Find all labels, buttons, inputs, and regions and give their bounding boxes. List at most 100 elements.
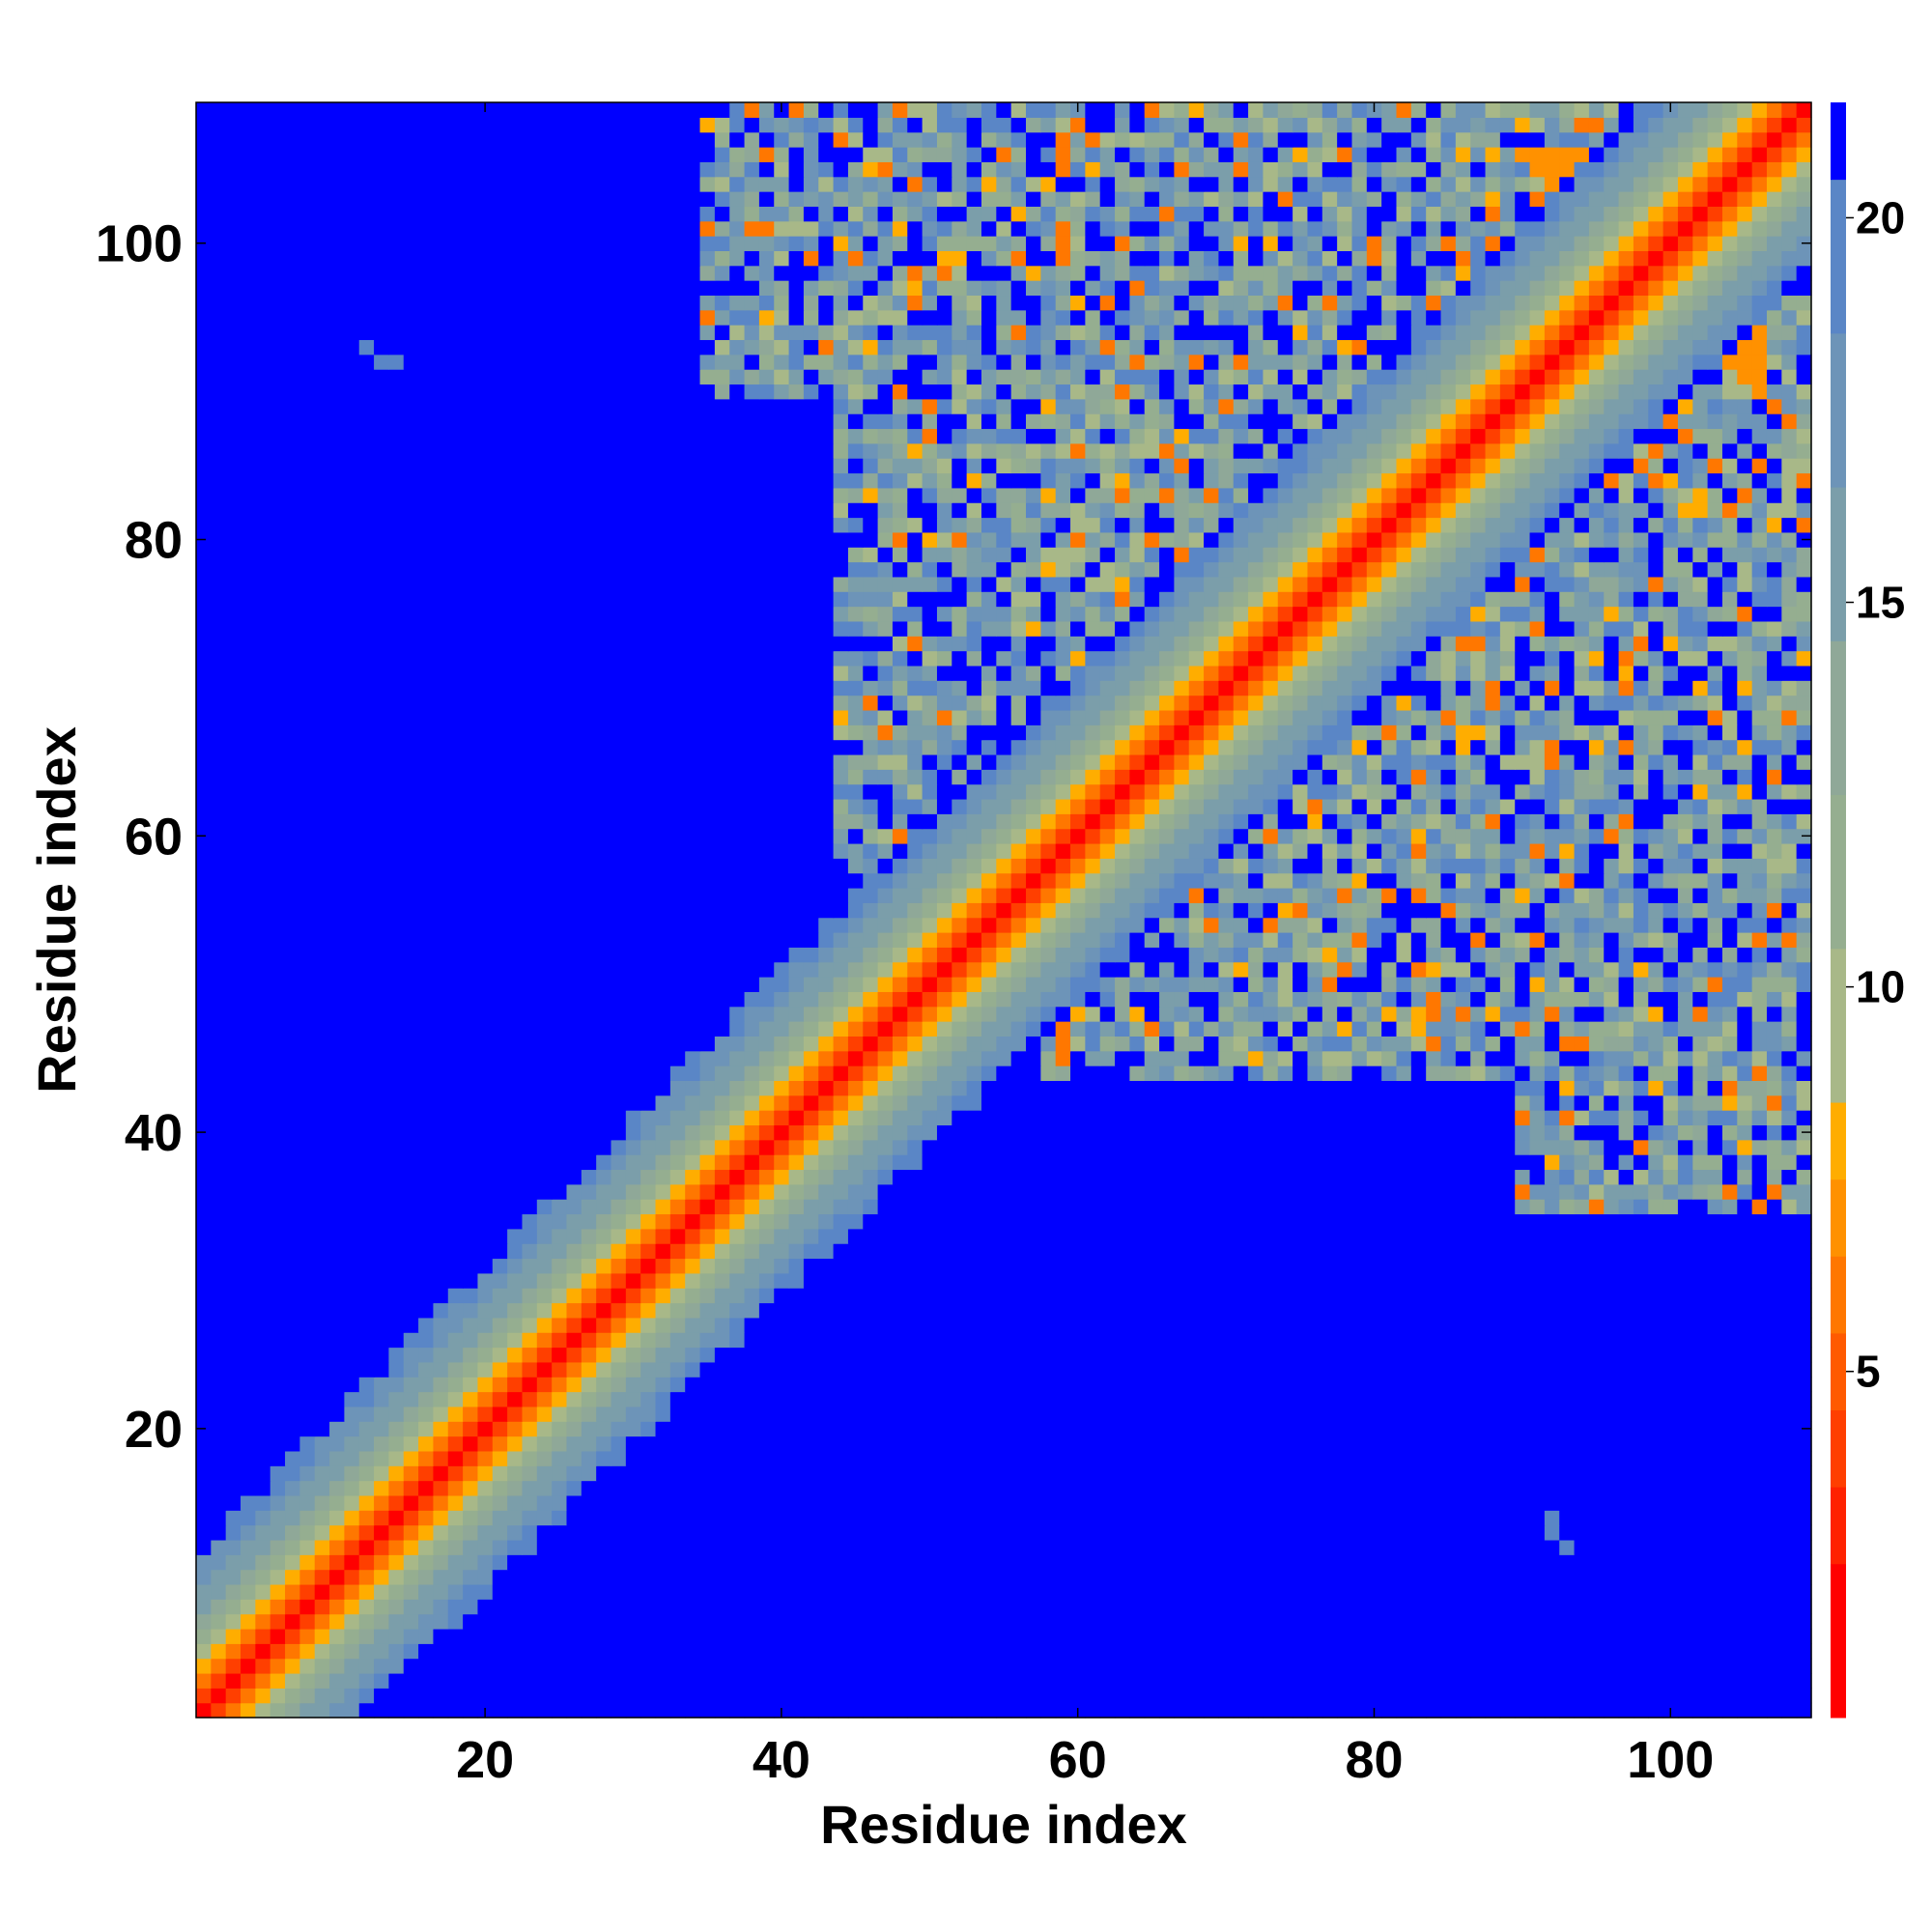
- heatmap-cell: [581, 1480, 597, 1496]
- heatmap-cell: [196, 1613, 212, 1630]
- heatmap-cell: [1604, 1154, 1620, 1171]
- heatmap-cell: [1737, 1094, 1753, 1111]
- heatmap-cell: [1707, 1258, 1723, 1274]
- heatmap-cell: [388, 1494, 405, 1511]
- heatmap-cell: [714, 1183, 730, 1200]
- heatmap-cell: [1751, 1332, 1768, 1349]
- heatmap-cell: [1633, 1199, 1649, 1215]
- heatmap-cell: [1604, 1228, 1620, 1244]
- heatmap-cell: [922, 1139, 938, 1155]
- heatmap-cell: [699, 1406, 716, 1422]
- heatmap-cell: [1174, 1302, 1190, 1319]
- heatmap-cell: [611, 1450, 627, 1466]
- heatmap-cell: [877, 1302, 894, 1319]
- heatmap-cell: [1588, 1554, 1605, 1571]
- heatmap-cell: [1515, 1228, 1531, 1244]
- heatmap-cell: [1099, 1169, 1116, 1185]
- heatmap-cell: [758, 1361, 775, 1378]
- heatmap-cell: [433, 1139, 449, 1155]
- heatmap-cell: [1115, 1094, 1130, 1111]
- heatmap-cell: [1307, 1094, 1323, 1111]
- heatmap-cell: [388, 1435, 405, 1452]
- heatmap-cell: [1055, 1435, 1071, 1452]
- heatmap-cell: [1159, 1317, 1175, 1333]
- heatmap-cell: [1010, 1213, 1027, 1230]
- heatmap-cell: [536, 1154, 553, 1171]
- heatmap-cell: [1248, 1213, 1264, 1230]
- heatmap-cell: [447, 1302, 464, 1319]
- heatmap-cell: [1337, 1332, 1353, 1349]
- heatmap-cell: [980, 1465, 997, 1482]
- heatmap-cell: [952, 1154, 968, 1171]
- heatmap-cell: [225, 1124, 242, 1141]
- heatmap-cell: [669, 1465, 686, 1482]
- heatmap-cell: [492, 1539, 508, 1555]
- heatmap-cell: [729, 1139, 746, 1155]
- heatmap-cell: [1204, 1065, 1220, 1081]
- heatmap-cell: [358, 1406, 375, 1422]
- heatmap-cell: [1337, 1643, 1353, 1660]
- heatmap-cell: [1321, 1228, 1338, 1244]
- heatmap-cell: [847, 1406, 864, 1422]
- heatmap-cell: [1440, 1332, 1457, 1349]
- heatmap-cell: [463, 1272, 479, 1289]
- heatmap-cell: [1144, 1139, 1160, 1155]
- heatmap-cell: [1633, 1702, 1649, 1719]
- heatmap-cell: [611, 1406, 627, 1422]
- heatmap-cell: [1129, 1302, 1146, 1319]
- heatmap-cell: [1233, 1258, 1249, 1274]
- heatmap-cell: [1737, 1569, 1753, 1585]
- heatmap-cell: [1426, 1036, 1442, 1052]
- heatmap-cell: [344, 1524, 360, 1541]
- heatmap-cell: [1055, 1213, 1071, 1230]
- heatmap-cell: [877, 1524, 894, 1541]
- heatmap-cell: [1188, 1139, 1205, 1155]
- heatmap-cell: [1677, 1302, 1693, 1319]
- heatmap-cell: [344, 1065, 360, 1081]
- heatmap-cell: [1440, 1377, 1457, 1393]
- heatmap-cell: [833, 1124, 849, 1141]
- heatmap-cell: [1099, 1406, 1116, 1422]
- heatmap-cell: [1263, 1361, 1279, 1378]
- heatmap-cell: [996, 1154, 1012, 1171]
- heatmap-cell: [966, 1658, 982, 1674]
- heatmap-cell: [1055, 1524, 1071, 1541]
- heatmap-cell: [1721, 1317, 1738, 1333]
- heatmap-cell: [1707, 1288, 1723, 1304]
- heatmap-cell: [433, 1154, 449, 1171]
- heatmap-cell: [1440, 1124, 1457, 1141]
- heatmap-cell: [463, 1288, 479, 1304]
- heatmap-cell: [1129, 1213, 1146, 1230]
- heatmap-cell: [552, 1435, 568, 1452]
- heatmap-cell: [936, 1080, 952, 1096]
- heatmap-cell: [892, 1332, 908, 1349]
- heatmap-cell: [552, 1599, 568, 1615]
- heatmap-cell: [388, 1583, 405, 1600]
- heatmap-cell: [611, 1583, 627, 1600]
- heatmap-cell: [1544, 1539, 1560, 1555]
- heatmap-cell: [314, 1080, 330, 1096]
- heatmap-cell: [1026, 1288, 1041, 1304]
- heatmap-cell: [1692, 1199, 1709, 1215]
- heatmap-cell: [729, 1569, 746, 1585]
- heatmap-cell: [1218, 1065, 1235, 1081]
- heatmap-cell: [803, 1080, 819, 1096]
- heatmap-cell: [966, 1036, 982, 1052]
- heatmap-cell: [1115, 1628, 1130, 1644]
- heatmap-cell: [1115, 1643, 1130, 1660]
- heatmap-cell: [1470, 1554, 1487, 1571]
- heatmap-cell: [433, 1406, 449, 1422]
- heatmap-cell: [1692, 1672, 1709, 1689]
- heatmap-cell: [1204, 1228, 1220, 1244]
- heatmap-cell: [388, 1036, 405, 1052]
- heatmap-cell: [803, 1213, 819, 1230]
- heatmap-cell: [225, 1628, 242, 1644]
- heatmap-cell: [1440, 1554, 1457, 1571]
- heatmap-cell: [729, 1094, 746, 1111]
- heatmap-cell: [1263, 1628, 1279, 1644]
- heatmap-cell: [611, 1599, 627, 1615]
- heatmap-cell: [418, 1539, 435, 1555]
- heatmap-cell: [952, 1080, 968, 1096]
- heatmap-cell: [566, 1391, 582, 1407]
- heatmap-cell: [507, 1272, 524, 1289]
